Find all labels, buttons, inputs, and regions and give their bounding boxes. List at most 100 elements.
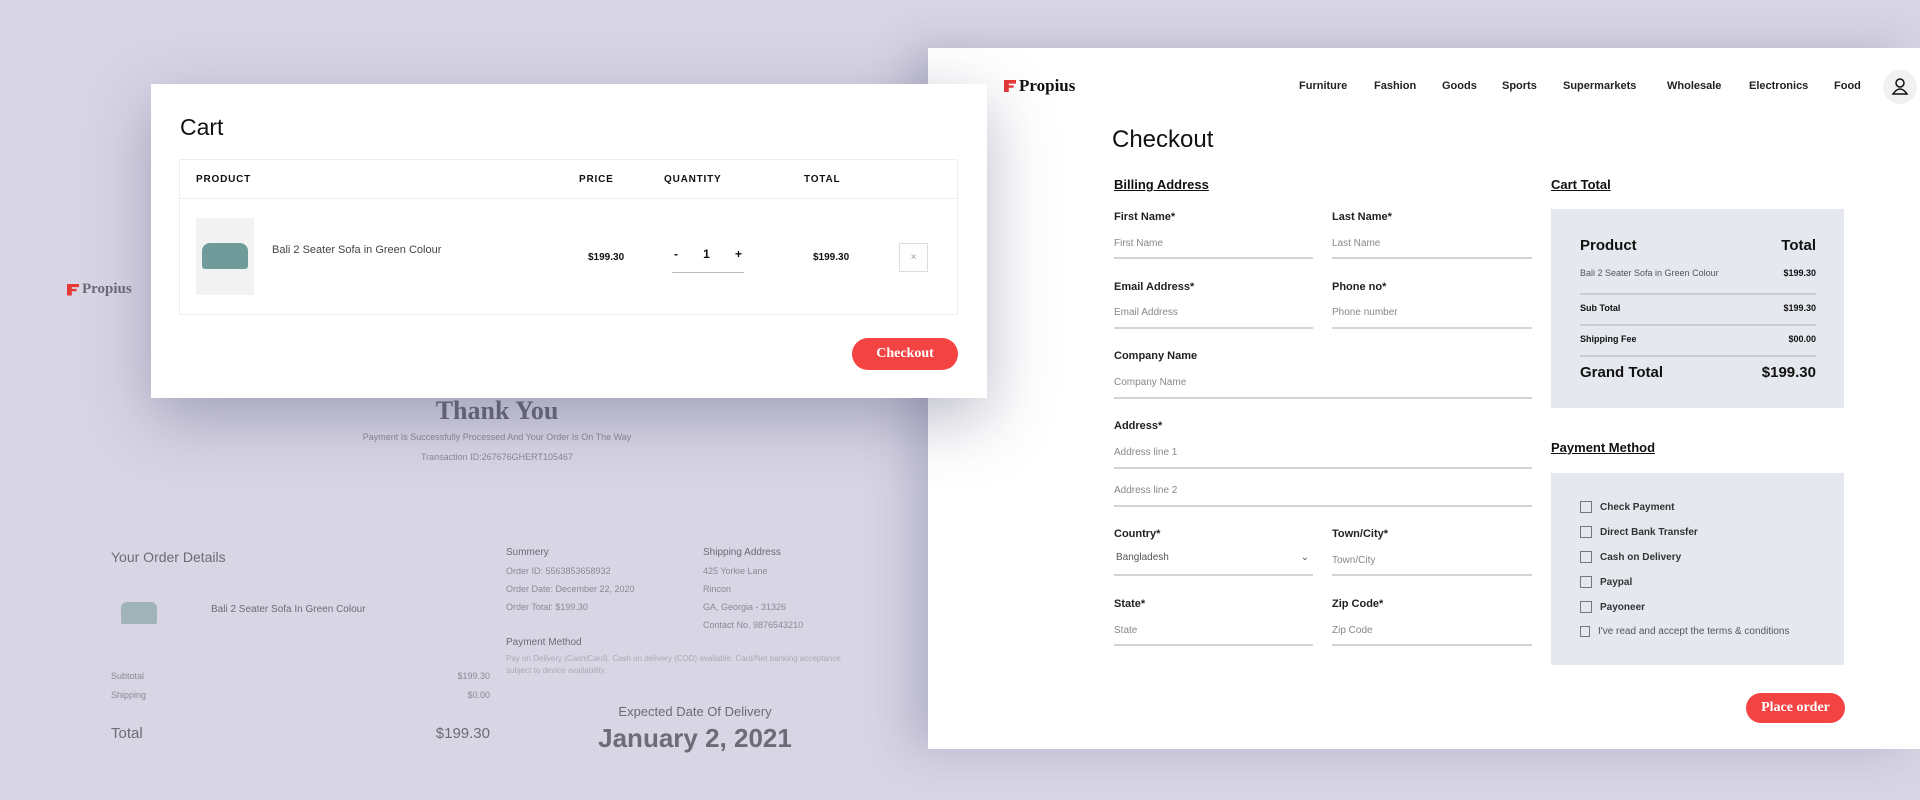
shipping-value: $0.00 [467,690,490,700]
city-label: Town/City* [1332,528,1389,540]
sub-total-row: Sub Total $199.30 [1580,303,1816,313]
checkbox[interactable] [1580,576,1592,588]
checkbox[interactable] [1580,601,1592,613]
option-label: Paypal [1600,576,1633,588]
payment-option-check[interactable]: Check Payment [1580,501,1674,513]
first-name-underline [1114,257,1313,259]
last-name-input[interactable]: Last Name [1332,238,1381,249]
nav-electronics[interactable]: Electronics [1749,80,1809,92]
delivery-date: January 2, 2021 [598,723,792,753]
brand-logo[interactable]: Propius [1004,76,1075,96]
state-input[interactable]: State [1114,625,1138,636]
item-price: $199.30 [1783,268,1816,278]
total-label: Total [111,725,143,742]
payment-option-payoneer[interactable]: Payoneer [1580,601,1645,613]
payment-option-bank-transfer[interactable]: Direct Bank Transfer [1580,526,1698,538]
order-total: Order Total: $199.30 [506,602,588,612]
state-underline [1114,644,1313,646]
phone-underline [1332,327,1532,329]
place-order-button[interactable]: Place order [1746,693,1845,723]
email-input[interactable]: Email Address [1114,307,1178,318]
product-column-header: PRODUCT [196,174,252,185]
cart-total-title: Cart Total [1551,177,1611,192]
brand-name: Propius [82,281,132,297]
address-1-underline [1114,467,1532,469]
option-label: Direct Bank Transfer [1600,526,1698,538]
address-line: GA, Georgia - 31326 [703,602,787,612]
payment-option-cod[interactable]: Cash on Delivery [1580,551,1681,563]
remove-item-button[interactable]: × [899,243,928,272]
grand-total-value: $199.30 [1761,364,1816,381]
order-details-title: Your Order Details [111,549,226,565]
payment-method-title: Payment Method [1551,440,1656,455]
grand-total-label: Grand Total [1580,364,1664,381]
brand-name: Propius [1019,76,1076,95]
total-header: Total [1781,237,1816,254]
email-label: Email Address* [1114,281,1195,293]
first-name-label: First Name* [1114,211,1176,223]
payment-option-paypal[interactable]: Paypal [1580,576,1632,588]
product-header: Product [1580,237,1637,254]
cart-table: PRODUCT PRICE QUANTITY TOTAL Bali 2 Seat… [179,159,958,315]
checkout-button[interactable]: Checkout [852,338,958,370]
first-name-input[interactable]: First Name [1114,238,1163,249]
nav-sports[interactable]: Sports [1502,80,1537,92]
increase-quantity-button[interactable]: + [734,247,742,261]
divider [1580,324,1816,326]
email-underline [1114,327,1313,329]
summary-title: Summery [506,547,549,558]
shipping-fee-row: Shipping Fee $00.00 [1580,334,1816,344]
grand-total-row: Grand Total $199.30 [1580,364,1816,381]
checkbox[interactable] [1580,626,1590,637]
state-label: State* [1114,598,1146,610]
zip-underline [1332,644,1532,646]
country-underline [1114,574,1313,576]
user-account-button[interactable] [1883,70,1917,104]
item-name: Bali 2 Seater Sofa in Green Colour [1580,268,1719,278]
billing-address-title: Billing Address [1114,177,1209,192]
nav-wholesale[interactable]: Wholesale [1667,80,1722,92]
city-input[interactable]: Town/City [1332,555,1376,566]
quantity-value[interactable]: 1 [703,247,710,261]
checkbox[interactable] [1580,526,1592,538]
quantity-column-header: QUANTITY [664,174,722,185]
country-select[interactable]: Bangladesh ⌄ [1114,552,1313,563]
terms-checkbox[interactable]: I've read and accept the terms & conditi… [1580,626,1789,637]
address-line-2-input[interactable]: Address line 2 [1114,485,1178,496]
address-line: 425 Yorkie Lane [703,566,768,576]
logo-icon [1004,80,1016,92]
checkout-title: Checkout [1112,126,1214,153]
checkbox[interactable] [1580,501,1592,513]
brand-logo: Propius [67,281,132,298]
payment-method-text: Pay on Delivery (Cash/Card). Cash on del… [506,654,841,663]
nav-furniture[interactable]: Furniture [1299,80,1348,92]
product-name[interactable]: Bali 2 Seater Sofa in Green Colour [272,244,442,256]
zip-input[interactable]: Zip Code [1332,625,1373,636]
order-item-name: Bali 2 Seater Sofa In Green Colour [211,604,366,615]
close-icon: × [910,252,917,263]
option-label: Check Payment [1600,501,1675,513]
checkbox[interactable] [1580,551,1592,563]
nav-supermarkets[interactable]: Supermarkets [1563,80,1637,92]
cart-total-box: Product Total Bali 2 Seater Sofa in Green… [1551,209,1844,408]
payment-method-box: Check Payment Direct Bank Transfer Cash … [1551,473,1844,665]
address-line-1-input[interactable]: Address line 1 [1114,447,1178,458]
address-2-underline [1114,505,1532,507]
quantity-stepper[interactable]: - 1 + [672,247,744,273]
nav-goods[interactable]: Goods [1442,80,1477,92]
payment-method-text: subject to device availability. [506,666,607,675]
thank-you-title: Thank You [435,396,559,425]
nav-fashion[interactable]: Fashion [1374,80,1417,92]
total-value: $199.30 [435,725,490,742]
shipping-fee-label: Shipping Fee [1580,334,1637,344]
subtotal-value: $199.30 [457,671,490,681]
divider [1580,293,1816,295]
phone-input[interactable]: Phone number [1332,307,1398,318]
decrease-quantity-button[interactable]: - [674,247,678,261]
terms-label: I've read and accept the terms & conditi… [1598,626,1790,637]
transaction-id: Transaction ID:267676GHERT105467 [420,452,574,462]
city-underline [1332,574,1532,576]
shipping-label: Shipping [111,690,147,700]
company-input[interactable]: Company Name [1114,377,1187,388]
nav-food[interactable]: Food [1834,80,1861,92]
